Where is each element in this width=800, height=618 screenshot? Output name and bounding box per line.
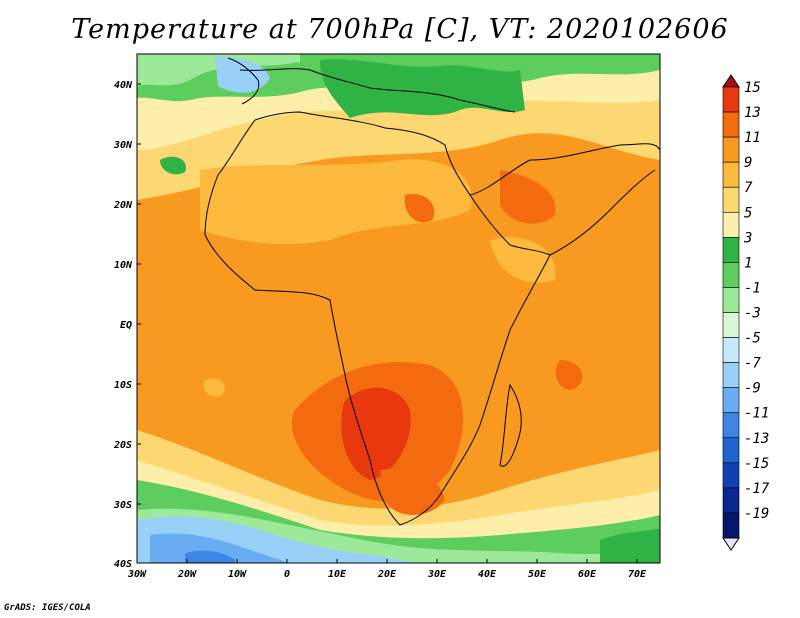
lat-label: 20S — [113, 440, 132, 451]
colorbar-box — [722, 412, 740, 439]
lat-label: 40N — [114, 80, 133, 91]
temperature-field — [137, 54, 660, 563]
colorbar-box — [722, 136, 740, 163]
lon-label: 40E — [478, 569, 497, 580]
lon-label: 30E — [427, 569, 447, 580]
colorbar-label: -13 — [744, 431, 769, 447]
colorbar-box — [722, 186, 740, 213]
colorbar-top-arrow — [722, 74, 740, 88]
colorbar-box — [722, 337, 740, 363]
colorbar-box — [722, 211, 740, 238]
lat-label: 10N — [114, 260, 133, 271]
lat-label: 30S — [113, 500, 132, 511]
colorbar-label: -19 — [744, 506, 769, 522]
colorbar-box — [722, 237, 740, 263]
longitude-labels: 30W 20W 10W 0 10E 20E 30E 40E 50E 60E 70… — [127, 569, 647, 580]
colorbar-box — [722, 437, 740, 464]
colorbar-label: -17 — [744, 481, 770, 497]
lat-label: EQ — [120, 320, 132, 331]
colorbar-label: -9 — [744, 381, 761, 397]
colorbar-label: 15 — [744, 80, 761, 96]
lon-label: 20W — [177, 569, 197, 580]
colorbar-label: -1 — [744, 280, 761, 296]
colorbar-box — [722, 387, 740, 414]
colorbar-box — [722, 312, 740, 338]
colorbar-box — [722, 512, 740, 539]
colorbar: 15 13 11 9 7 5 3 1 -1 -3 -5 -7 -9 -11 -13 -15 -17 -19 — [722, 74, 770, 551]
lon-label: 10W — [228, 569, 247, 580]
colorbar-box — [722, 362, 740, 388]
lon-label: 60E — [578, 569, 597, 580]
colorbar-label: 7 — [744, 180, 753, 196]
colorbar-box — [722, 487, 740, 514]
colorbar-label: 11 — [744, 130, 761, 146]
colorbar-label: -5 — [744, 331, 761, 347]
colorbar-box — [722, 287, 740, 313]
colorbar-box — [722, 161, 740, 188]
colorbar-label: -3 — [744, 306, 761, 322]
lat-label: 20N — [113, 200, 133, 211]
lon-label: 20E — [377, 569, 397, 580]
colorbar-bottom-arrow — [722, 537, 740, 551]
colorbar-box — [722, 262, 740, 288]
lon-label: 70E — [628, 569, 647, 580]
credit-text: GrADS: IGES/COLA — [4, 603, 91, 613]
latitude-labels: 40N 30N 20N 10N EQ 10S 20S 30S 40S — [113, 80, 133, 570]
colorbar-label: 9 — [744, 155, 752, 171]
colorbar-box — [722, 462, 740, 489]
colorbar-label: -7 — [744, 356, 761, 372]
lon-label: 30W — [127, 569, 147, 580]
colorbar-label: 5 — [744, 205, 752, 221]
lat-label: 30N — [113, 140, 133, 151]
colorbar-label: -11 — [744, 406, 769, 422]
colorbar-label: 13 — [744, 105, 761, 121]
lat-label: 10S — [114, 380, 132, 391]
colorbar-label: 3 — [743, 230, 752, 246]
colorbar-box — [722, 111, 740, 138]
map-title: Temperature at 700hPa [C], VT: 202010260… — [71, 14, 729, 45]
lat-label: 40S — [114, 559, 132, 570]
colorbar-label: -15 — [744, 456, 769, 472]
axis-ticks — [137, 83, 638, 563]
lon-label: 0 — [284, 569, 290, 580]
coastlines — [204, 57, 660, 526]
colorbar-label: 1 — [744, 255, 752, 271]
lon-label: 10E — [328, 569, 347, 580]
lon-label: 50E — [528, 569, 547, 580]
plot-frame — [136, 53, 661, 564]
colorbar-box — [722, 86, 740, 113]
